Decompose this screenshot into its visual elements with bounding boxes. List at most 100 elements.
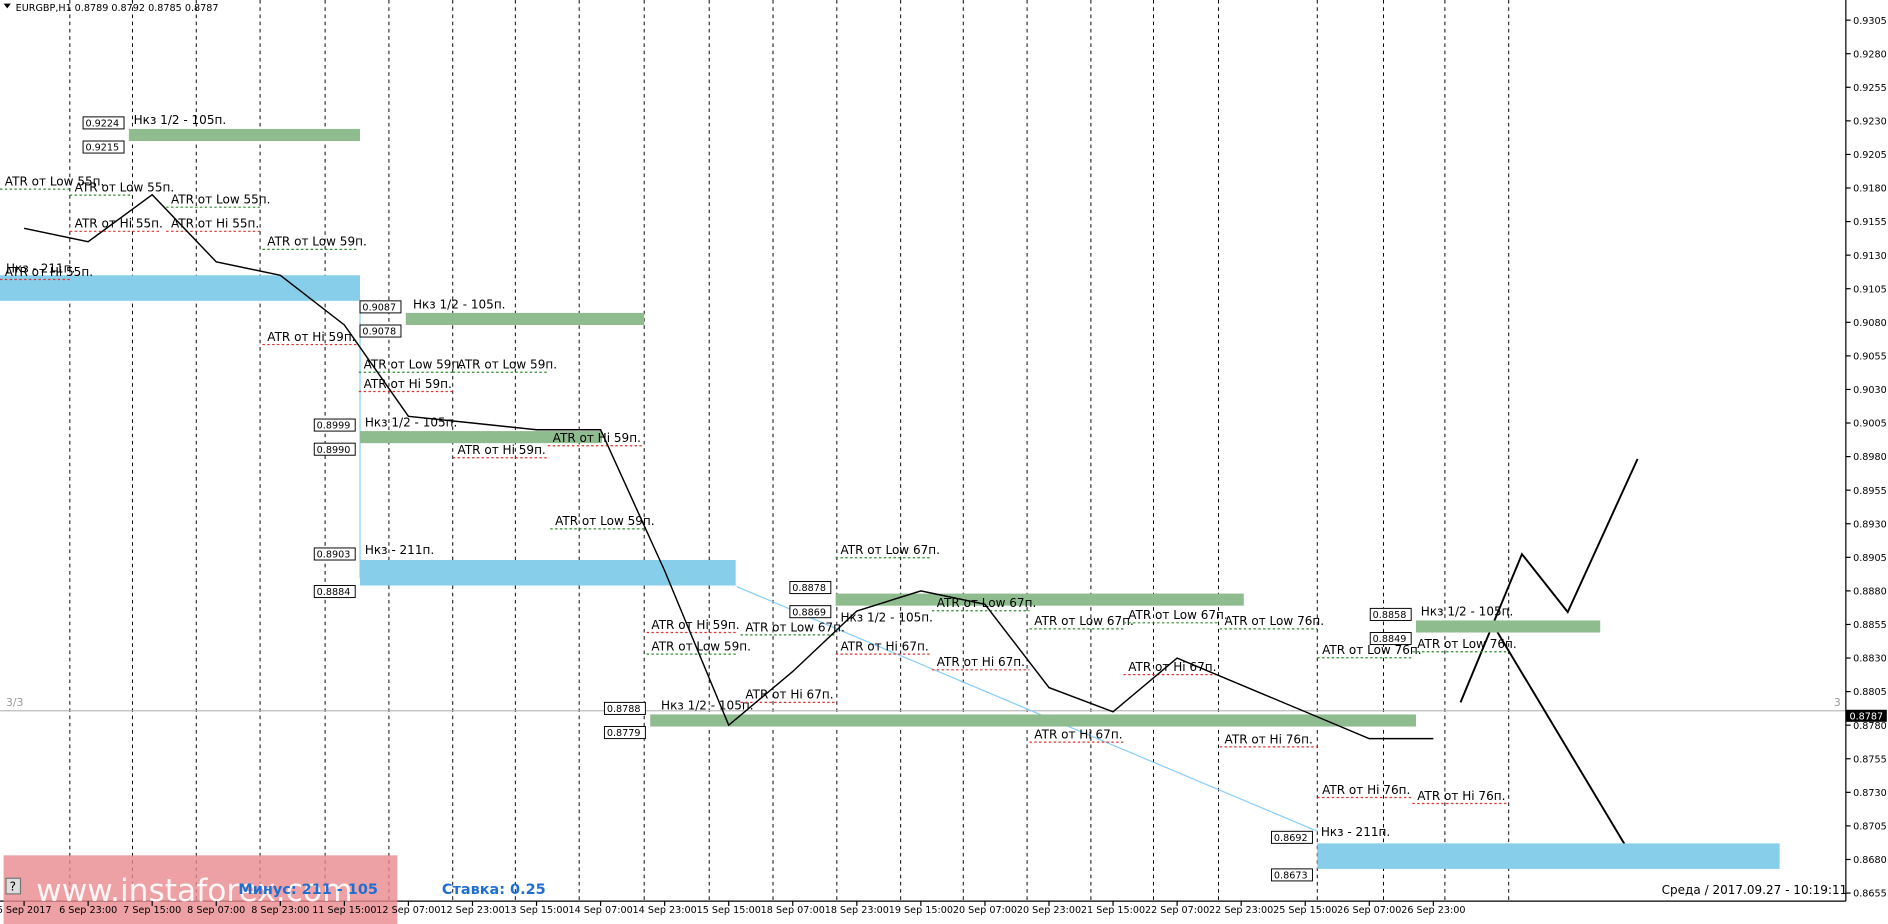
price-label: 0.8884 — [317, 587, 351, 598]
atr-label: ATR от Low 55п. — [75, 181, 175, 195]
atr-label: ATR от Low 67п. — [745, 620, 845, 634]
level-zone — [1317, 843, 1780, 869]
datetime: Среда / 2017.09.27 - 10:19:11 — [1662, 883, 1848, 897]
atr-label: ATR от Hi 67п. — [937, 655, 1025, 669]
x-tick-label: 25 Sep 15:00 — [1273, 905, 1337, 916]
y-tick-label: 0.9280 — [1853, 49, 1887, 60]
y-tick-label: 0.9005 — [1853, 419, 1887, 430]
y-tick-label: 0.9155 — [1853, 217, 1887, 228]
y-tick-label: 0.9180 — [1853, 184, 1887, 195]
atr-label: ATR от Hi 59п. — [458, 443, 546, 457]
atr-label: ATR от Hi 55п. — [5, 265, 93, 279]
atr-label: ATR от Low 59п. — [651, 640, 751, 654]
price-box — [1271, 830, 1313, 844]
price-label: 0.9215 — [85, 143, 119, 154]
price-box — [313, 547, 356, 561]
y-tick-label: 0.8830 — [1853, 654, 1887, 665]
price-label: 0.8999 — [317, 421, 351, 432]
price-box — [1369, 607, 1412, 621]
y-tick-label: 0.9305 — [1853, 16, 1887, 27]
x-tick-label: 13 Sep 15:00 — [504, 905, 568, 916]
x-tick-label: 21 Sep 15:00 — [1081, 905, 1145, 916]
x-tick-label: 18 Sep 23:00 — [825, 905, 889, 916]
atr-label: ATR от Hi 55п. — [75, 217, 163, 231]
atr-label: ATR от Low 59п. — [267, 235, 367, 249]
x-tick-label: 14 Sep 07:00 — [568, 905, 632, 916]
price-label: 0.8673 — [1274, 871, 1308, 882]
atr-label: ATR от Hi 67п. — [1128, 660, 1216, 674]
price-box — [1271, 868, 1313, 882]
price-box — [313, 442, 356, 456]
atr-label: ATR от Low 55п. — [171, 193, 271, 207]
time-ticks: 6 Sep 2017 6 Sep 23:00 7 Sep 15:00 8 Sep 07… — [0, 901, 1465, 916]
window-number: 3 — [1834, 696, 1841, 709]
atr-label: ATR от Hi 59п. — [364, 377, 452, 391]
atr-label: ATR от Hi 59п. — [651, 618, 739, 632]
level-label: Нкз 1/2 - 105п. — [840, 611, 933, 625]
level-zone — [360, 431, 603, 444]
y-tick-label: 0.9130 — [1853, 251, 1887, 262]
y-tick-label: 0.9230 — [1853, 116, 1887, 127]
atr-label: ATR от Low 55п. — [5, 175, 105, 189]
x-tick-label: 18 Sep 07:00 — [761, 905, 825, 916]
minus: Минус: 211 - 105 — [238, 882, 378, 898]
level-label: Нкз 1/2 - 105п. — [661, 699, 754, 713]
level-zone — [360, 560, 736, 586]
price-box — [603, 726, 646, 740]
x-tick-label: 22 Sep 23:00 — [1209, 905, 1273, 916]
x-tick-label: 14 Sep 23:00 — [633, 905, 697, 916]
x-tick-label: 8 Sep 07:00 — [187, 905, 245, 916]
price-label: 0.8779 — [607, 728, 641, 739]
atr-label: ATR от Low 67п. — [840, 543, 940, 557]
help-button[interactable] — [5, 877, 22, 895]
atr-label: ATR от Low 76п. — [1322, 643, 1422, 657]
level-label: Нкз 1/2 - 105п. — [134, 113, 227, 127]
atr-label: ATR от Low 67п. — [1128, 608, 1228, 622]
price-box — [789, 605, 832, 619]
price-ticks: 0.9305 0.9280 0.9255 0.9230 0.9205 0.9180 0.91… — [1845, 16, 1887, 900]
atr-label: ATR от Low 76п. — [1225, 614, 1325, 628]
y-tick-label: 0.8855 — [1853, 620, 1887, 631]
x-tick-label: 20 Sep 07:00 — [953, 905, 1017, 916]
window-index: 3/3 — [6, 696, 24, 709]
price-box — [1369, 632, 1412, 646]
y-tick-label: 0.9255 — [1853, 83, 1887, 94]
price-box — [603, 701, 646, 715]
price-box — [82, 140, 125, 154]
y-tick-label: 0.9105 — [1853, 284, 1887, 295]
price-box — [82, 116, 125, 130]
symbol: EURGBP,H1 — [16, 3, 72, 14]
level-zone — [650, 714, 1416, 727]
level-label: Нкз 1/2 - 105п. — [413, 297, 506, 311]
price-label: 0.8869 — [792, 607, 826, 618]
price-label: 0.9087 — [362, 302, 396, 313]
quote: 0.8789 0.8792 0.8785 0.8787 — [75, 3, 219, 14]
price-box — [313, 585, 356, 599]
y-tick-label: 0.8680 — [1853, 855, 1887, 866]
x-tick-label: 8 Sep 23:00 — [251, 905, 309, 916]
x-tick-label: 15 Sep 15:00 — [697, 905, 761, 916]
level-label: Нкз - 211п. — [1321, 825, 1390, 839]
forecast-down — [1494, 628, 1627, 847]
atr-label: ATR от Hi 67п. — [840, 640, 928, 654]
x-tick-label: 12 Sep 23:00 — [440, 905, 504, 916]
atr-label: ATR от Low 59п. — [555, 514, 655, 528]
x-tick-label: 22 Sep 07:00 — [1145, 905, 1209, 916]
price-box — [359, 324, 402, 338]
level-label: Нкз 1/2 - 105п. — [365, 415, 458, 429]
level-label: Нкз - 211п. — [365, 543, 434, 557]
x-tick-label: 20 Sep 23:00 — [1017, 905, 1081, 916]
help[interactable]: ? — [10, 879, 16, 893]
connector — [736, 586, 1318, 832]
price-label: 0.8692 — [1274, 833, 1308, 844]
y-tick-label: 0.9080 — [1853, 318, 1887, 329]
y-tick-label: 0.8980 — [1853, 452, 1887, 463]
price-label: 0.8903 — [317, 550, 351, 561]
price-series — [23, 193, 1434, 740]
level-label: Нкз - 211п. — [6, 261, 75, 275]
atr-label: ATR от Low 67п. — [1034, 614, 1134, 628]
watermark: www.instaforex.com — [36, 873, 352, 909]
price-label: 0.8858 — [1373, 610, 1407, 621]
